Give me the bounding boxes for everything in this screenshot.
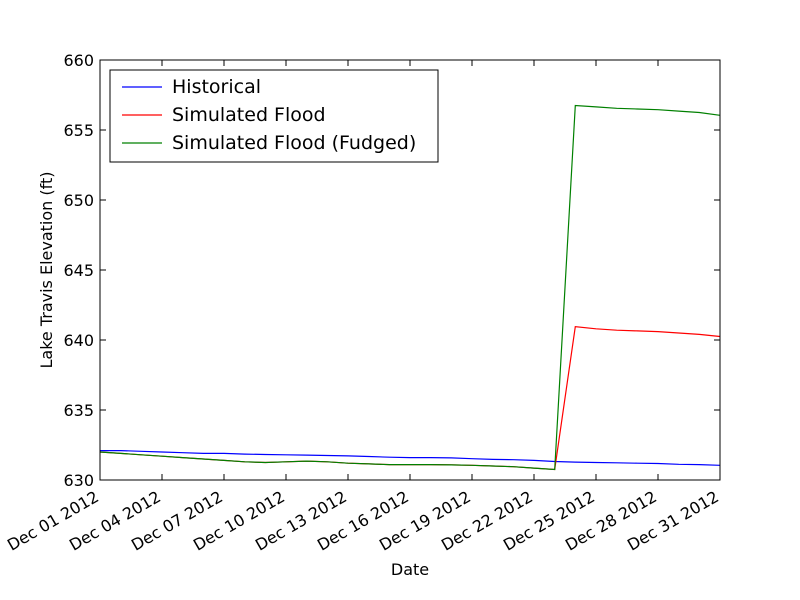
- x-axis-label: Date: [391, 560, 429, 579]
- y-tick-label: 645: [63, 261, 94, 280]
- y-tick-label: 635: [63, 401, 94, 420]
- y-tick-label: 650: [63, 191, 94, 210]
- legend-label: Simulated Flood (Fudged): [172, 132, 416, 154]
- y-tick-label: 655: [63, 121, 94, 140]
- y-tick-label: 660: [63, 51, 94, 70]
- y-tick-label: 630: [63, 471, 94, 490]
- y-axis-label: Lake Travis Elevation (ft): [37, 172, 56, 369]
- legend-label: Historical: [172, 76, 261, 98]
- y-tick-label: 640: [63, 331, 94, 350]
- legend-label: Simulated Flood: [172, 104, 326, 126]
- series-layer: [99, 104, 721, 471]
- series-line-simulated-flood-fudged: [99, 104, 721, 471]
- legend: Historical Simulated Flood Simulated Flood…: [109, 69, 439, 163]
- legend-box: [109, 69, 439, 163]
- y-axis: 630 635 640 645 650 655 660: [63, 51, 720, 490]
- series-line-historical: [100, 450, 721, 466]
